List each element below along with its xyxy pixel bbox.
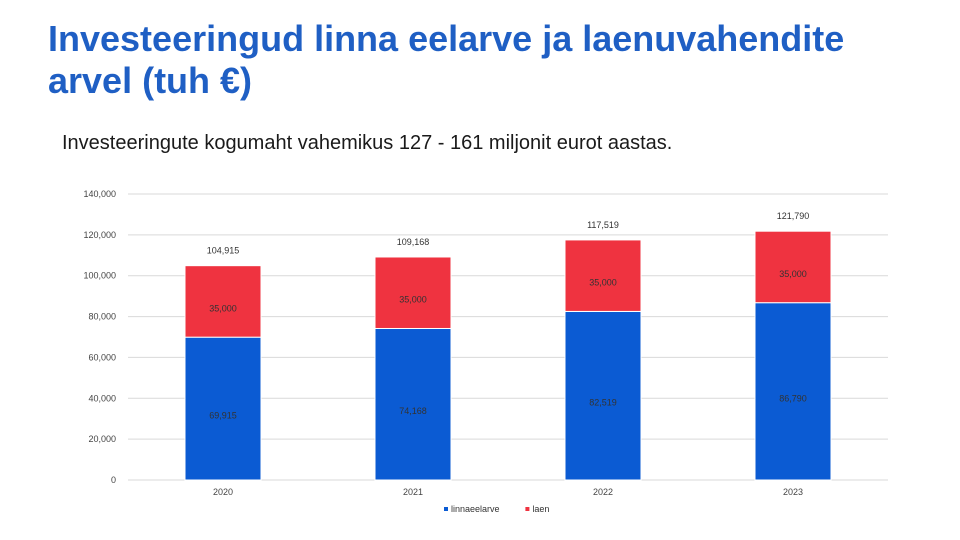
bar-laen-2020: [184, 265, 262, 338]
data-label-linnaeelarve: 74,168: [399, 406, 427, 416]
y-tick-label: 80,000: [88, 312, 116, 322]
x-tick-label: 2020: [213, 487, 233, 497]
y-tick-label: 100,000: [83, 271, 116, 281]
data-label-laen: 35,000: [779, 269, 807, 279]
data-label-laen: 35,000: [209, 303, 237, 313]
bar-linnaeelarve-2021: [374, 327, 452, 481]
bar-linnaeelarve-2022: [564, 310, 642, 481]
data-label-laen: 35,000: [399, 295, 427, 305]
y-tick-label: 140,000: [83, 189, 116, 199]
y-tick-label: 120,000: [83, 230, 116, 240]
legend-label-laen: laen: [532, 504, 549, 514]
y-tick-label: 0: [111, 475, 116, 485]
x-tick-label: 2023: [783, 487, 803, 497]
slide-title: Investeeringud linna eelarve ja laenuvah…: [48, 18, 845, 101]
slide-subtitle: Investeeringute kogumaht vahemikus 127 -…: [62, 132, 673, 154]
data-label-linnaeelarve: 86,790: [779, 393, 807, 403]
bar-linnaeelarve-2020: [184, 336, 262, 481]
total-label: 109,168: [397, 237, 430, 247]
x-tick-label: 2022: [593, 487, 613, 497]
data-label-linnaeelarve: 69,915: [209, 411, 237, 421]
data-label-laen: 35,000: [589, 278, 617, 288]
total-label: 104,915: [207, 246, 240, 256]
y-tick-label: 20,000: [88, 434, 116, 444]
total-label: 117,519: [587, 220, 619, 230]
bar-linnaeelarve-2023: [754, 302, 832, 481]
bars: [184, 230, 832, 481]
bar-laen-2023: [754, 230, 832, 304]
legend: linnaeelarve laen: [444, 504, 549, 514]
y-tick-label: 40,000: [88, 393, 116, 403]
x-tick-label: 2021: [403, 487, 423, 497]
data-labels: 69,915 35,000 104,915 2020 74,168 35,000 109,1…: [207, 211, 810, 497]
legend-swatch-linnaeelarve: [444, 507, 448, 511]
bar-laen-2022: [564, 239, 642, 312]
total-label: 121,790: [777, 211, 810, 221]
y-tick-label: 60,000: [88, 352, 116, 362]
data-label-linnaeelarve: 82,519: [589, 398, 617, 408]
legend-label-linnaeelarve: linnaeelarve: [451, 504, 500, 514]
bar-laen-2021: [374, 256, 452, 329]
legend-swatch-laen: [525, 507, 530, 511]
